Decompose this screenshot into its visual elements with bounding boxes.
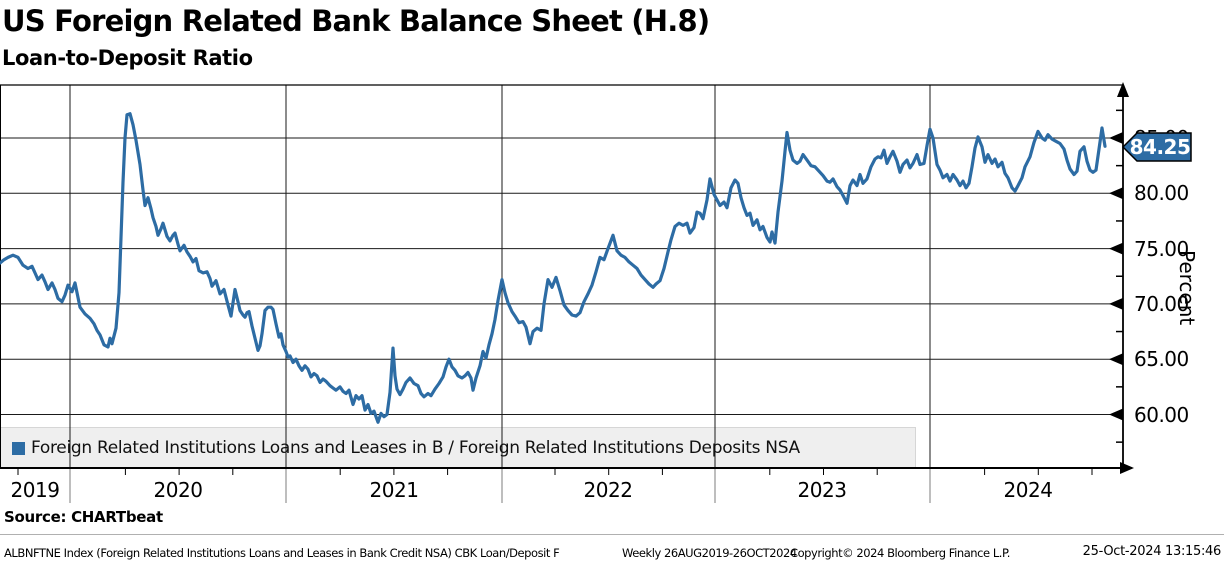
x-tick-label: 2021 [369, 478, 419, 502]
footer-frequency: Weekly 26AUG2019-26OCT2024 [622, 546, 797, 560]
y-major-tick-arrow-icon [1109, 242, 1123, 255]
data-line [0, 112, 1107, 424]
footer-divider [0, 534, 1224, 535]
y-axis-arrow-icon [1117, 82, 1129, 97]
footer-security-description: ALBNFTNE Index (Foreign Related Institut… [4, 546, 560, 560]
x-tick-label: 2023 [797, 478, 847, 502]
y-major-tick-arrow-icon [1109, 187, 1123, 200]
legend-label: Foreign Related Institutions Loans and L… [31, 438, 800, 458]
page-title: US Foreign Related Bank Balance Sheet (H… [2, 4, 710, 38]
y-tick-label: 70.00 [1134, 291, 1189, 316]
y-major-tick-arrow-icon [1109, 297, 1123, 310]
footer-timestamp: 25-Oct-2024 13:15:46 [1082, 544, 1222, 559]
y-tick-label: 75.00 [1134, 236, 1189, 261]
legend-swatch-icon [12, 441, 25, 455]
y-major-tick-arrow-icon [1109, 132, 1123, 144]
y-major-tick-arrow-icon [1109, 353, 1123, 366]
x-tick-label: 2022 [583, 478, 633, 502]
y-tick-label: 65.00 [1134, 347, 1189, 372]
y-tick-label: 60.00 [1134, 402, 1189, 427]
legend: Foreign Related Institutions Loans and L… [12, 436, 800, 460]
x-tick-label: 2020 [153, 478, 203, 502]
x-axis-arrow-icon [1120, 462, 1134, 474]
y-tick-label: 80.00 [1134, 181, 1189, 206]
last-value-label: 84.25 [1129, 135, 1191, 159]
chart-subtitle: Loan-to-Deposit Ratio [2, 46, 253, 70]
source-label: Source: CHARTbeat [4, 508, 163, 526]
y-major-tick-arrow-icon [1109, 408, 1123, 421]
last-value-badge-shape [1121, 132, 1192, 162]
x-tick-label: 2019 [10, 478, 60, 502]
x-tick-label: 2024 [1003, 478, 1053, 502]
footer-copyright: Copyright© 2024 Bloomberg Finance L.P. [790, 546, 1010, 560]
